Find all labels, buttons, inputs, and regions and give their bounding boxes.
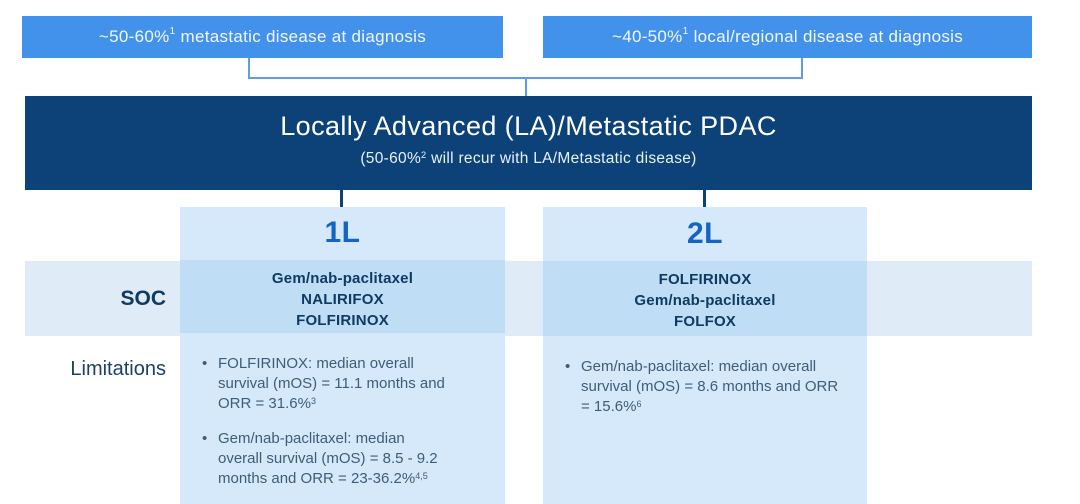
connector-to-2l-line bbox=[703, 189, 706, 208]
limitations-row-label: Limitations bbox=[70, 358, 166, 380]
soc-regimens-2l: FOLFIRINOX Gem/nab-paclitaxel FOLFOX bbox=[543, 261, 867, 336]
metastatic-label: metastatic disease at diagnosis bbox=[175, 27, 427, 46]
footnote-ref-6: 6 bbox=[636, 398, 642, 409]
limitations-1l: • FOLFIRINOX: median overall survival (m… bbox=[180, 333, 505, 504]
soc-regimens-1l: Gem/nab-paclitaxel NALIRIFOX FOLFIRINOX bbox=[180, 259, 505, 333]
footnote-ref-2: 2 bbox=[421, 150, 427, 161]
soc-row-band bbox=[25, 261, 1032, 336]
soc-regimen: FOLFOX bbox=[673, 313, 737, 330]
limitation-bullet: • Gem/nab-paclitaxel: median overall sur… bbox=[202, 429, 491, 490]
limitation-stat: Gem/nab-paclitaxel: median overall survi… bbox=[581, 358, 839, 415]
recurrence-label: will recur with LA/Metastatic disease) bbox=[426, 150, 697, 167]
limitations-2l: • Gem/nab-paclitaxel: median overall sur… bbox=[543, 336, 867, 504]
bracket-left-vertical-line bbox=[248, 58, 250, 79]
bullet-icon: • bbox=[565, 358, 571, 375]
bracket-right-vertical-line bbox=[801, 58, 803, 79]
metastatic-percent: ~50-60% bbox=[98, 27, 170, 46]
la-metastatic-pdac-box: Locally Advanced (LA)/Metastatic PDAC (5… bbox=[25, 96, 1032, 190]
limitation-bullet: • Gem/nab-paclitaxel: median overall sur… bbox=[565, 357, 853, 418]
limitation-stat: Gem/nab-paclitaxel: median overall survi… bbox=[218, 430, 438, 487]
footnote-ref-4-5: 4,5 bbox=[415, 470, 428, 481]
local-regional-label: local/regional disease at diagnosis bbox=[688, 27, 964, 46]
local-regional-at-diagnosis-box: ~40-50% 1 local/regional disease at diagn… bbox=[543, 16, 1032, 58]
soc-regimen: FOLFIRINOX bbox=[296, 311, 389, 329]
local-regional-percent: ~40-50% bbox=[611, 27, 683, 46]
bullet-icon: • bbox=[202, 355, 208, 372]
diagram-title: Locally Advanced (LA)/Metastatic PDAC bbox=[280, 111, 777, 141]
column-header-1l: 1L bbox=[180, 207, 505, 260]
soc-regimen: FOLFIRINOX bbox=[658, 271, 752, 288]
bracket-center-stem-line bbox=[525, 79, 527, 97]
footnote-ref-1: 1 bbox=[682, 26, 689, 38]
soc-row-label: SOC bbox=[120, 286, 166, 310]
footnote-ref-3: 3 bbox=[310, 395, 316, 406]
diagram-subtitle: (50-60%2 will recur with LA/Metastatic d… bbox=[25, 150, 1032, 168]
bullet-icon: • bbox=[202, 430, 208, 447]
bracket-horizontal-line bbox=[248, 77, 803, 79]
column-header-2l: 2L bbox=[543, 207, 867, 261]
footnote-ref-1: 1 bbox=[169, 26, 176, 38]
soc-regimen: NALIRIFOX bbox=[301, 290, 384, 308]
limitation-text: Gem/nab-paclitaxel: median overall survi… bbox=[581, 357, 841, 418]
connector-to-1l-line bbox=[340, 189, 343, 208]
limitation-text: FOLFIRINOX: median overall survival (mOS… bbox=[218, 354, 450, 415]
recurrence-percent: (50-60% bbox=[360, 150, 422, 167]
limitation-text: Gem/nab-paclitaxel: median overall survi… bbox=[218, 429, 450, 490]
soc-regimen: Gem/nab-paclitaxel bbox=[271, 269, 414, 287]
second-line-column: 2L FOLFIRINOX Gem/nab-paclitaxel FOLFOX … bbox=[543, 207, 867, 504]
metastatic-at-diagnosis-box: ~50-60% 1 metastatic disease at diagnosis bbox=[22, 16, 503, 58]
limitation-bullet: • FOLFIRINOX: median overall survival (m… bbox=[202, 354, 491, 415]
first-line-column: 1L Gem/nab-paclitaxel NALIRIFOX FOLFIRIN… bbox=[180, 207, 505, 504]
limitation-stat: FOLFIRINOX: median overall survival (mOS… bbox=[218, 355, 445, 412]
soc-regimen: Gem/nab-paclitaxel bbox=[634, 292, 776, 309]
